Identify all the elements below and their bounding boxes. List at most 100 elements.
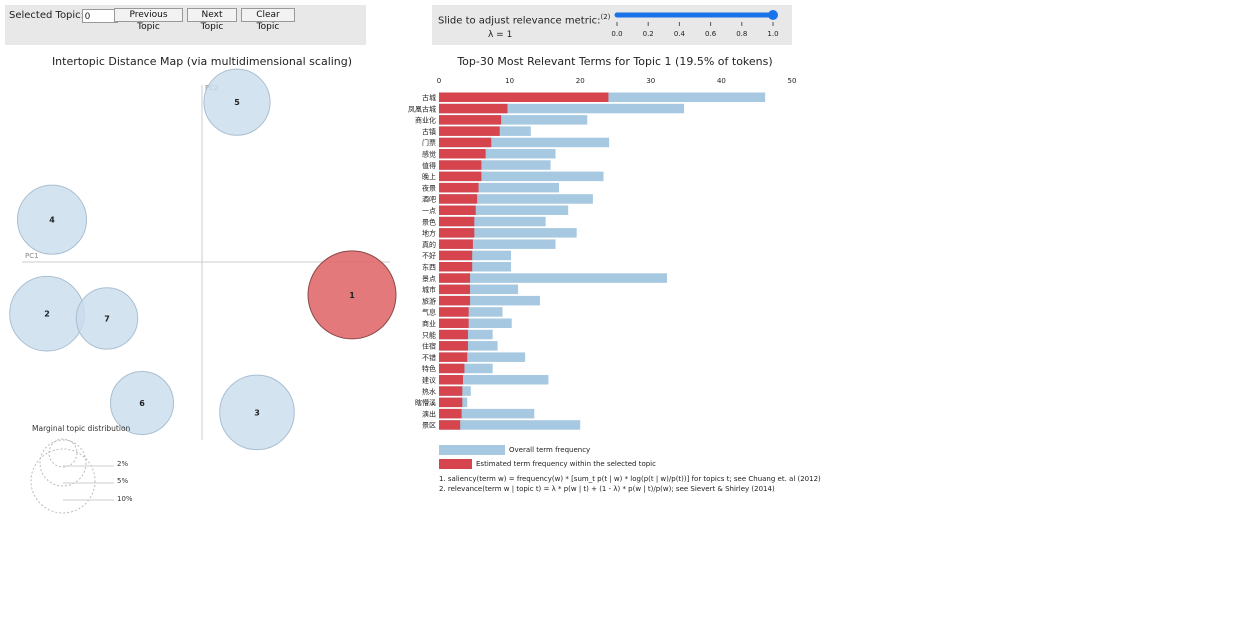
bar-overall-6[interactable] [439,160,551,170]
term-label-23[interactable]: 不错 [422,353,436,362]
bar-overall-2[interactable] [439,115,588,125]
bar-overall-17[interactable] [439,284,519,295]
bar-overall-5[interactable] [439,149,556,159]
term-label-26[interactable]: 热水 [422,387,436,396]
bar-estimated-14[interactable] [439,250,473,261]
term-label-3[interactable]: 古镇 [422,127,436,136]
bar-estimated-17[interactable] [439,284,471,295]
bar-estimated-21[interactable] [439,329,468,340]
bar-estimated-10[interactable] [439,205,476,216]
bar-estimated-1[interactable] [439,103,508,114]
bar-overall-15[interactable] [439,262,512,272]
term-label-20[interactable]: 商业 [422,319,436,328]
bar-overall-10[interactable] [439,205,569,216]
term-label-11[interactable]: 景色 [422,217,436,226]
bar-overall-0[interactable] [439,92,766,103]
bar-estimated-25[interactable] [439,375,464,385]
bar-overall-28[interactable] [439,408,535,419]
bar-estimated-20[interactable] [439,318,469,329]
selected-topic-input[interactable] [82,9,118,23]
bar-estimated-7[interactable] [439,171,482,182]
term-label-7[interactable]: 晚上 [422,172,436,181]
bar-estimated-0[interactable] [439,92,609,103]
clear-topic-button[interactable]: Clear Topic [241,8,295,32]
bar-estimated-8[interactable] [439,182,479,193]
bar-overall-7[interactable] [439,171,604,182]
term-label-25[interactable]: 建议 [422,376,436,385]
bar-overall-12[interactable] [439,228,577,238]
previous-topic-button[interactable]: Previous Topic [114,8,183,32]
term-label-27[interactable]: 瞎懵溪 [415,398,436,407]
term-label-17[interactable]: 城市 [422,285,436,294]
term-label-18[interactable]: 旅游 [422,296,436,305]
topic-bubble-6[interactable] [109,370,175,436]
bar-estimated-4[interactable] [439,137,492,148]
bar-overall-13[interactable] [439,239,556,249]
bar-overall-19[interactable] [439,307,503,317]
bar-estimated-22[interactable] [439,341,468,351]
term-label-29[interactable]: 景区 [422,422,436,430]
bar-estimated-18[interactable] [439,295,471,306]
bar-estimated-2[interactable] [439,115,502,125]
topic-bubble-7[interactable] [75,287,139,350]
term-label-8[interactable]: 夜景 [422,183,436,192]
bar-estimated-28[interactable] [439,408,462,419]
bar-estimated-19[interactable] [439,307,469,317]
term-label-15[interactable]: 东西 [422,263,436,272]
topic-bubble-1[interactable] [307,250,397,340]
bar-overall-24[interactable] [439,363,493,374]
bar-estimated-3[interactable] [439,126,500,136]
bar-estimated-6[interactable] [439,160,482,170]
bar-estimated-23[interactable] [439,352,468,362]
bar-estimated-24[interactable] [439,363,465,374]
next-topic-button[interactable]: Next Topic [187,8,237,32]
bar-overall-21[interactable] [439,329,493,340]
bar-estimated-29[interactable] [439,420,461,430]
term-label-19[interactable]: 气息 [422,308,436,317]
term-label-12[interactable]: 地方 [422,229,436,238]
topic-bubble-5[interactable] [203,68,271,136]
bar-overall-18[interactable] [439,295,540,306]
topic-bubble-3[interactable] [219,374,295,451]
bar-overall-25[interactable] [439,375,549,385]
slider-thumb[interactable] [768,10,778,20]
relevance-slider[interactable]: 0.0 0.2 0.4 0.6 0.8 1.0 [432,5,792,45]
term-label-5[interactable]: 感觉 [422,150,436,159]
bar-overall-3[interactable] [439,126,531,136]
bar-overall-14[interactable] [439,250,512,261]
term-label-0[interactable]: 古城 [422,93,436,102]
term-label-21[interactable]: 只能 [422,330,436,339]
bar-estimated-27[interactable] [439,397,463,408]
bar-estimated-5[interactable] [439,149,486,159]
term-label-6[interactable]: 值得 [422,161,436,170]
bar-estimated-16[interactable] [439,273,471,283]
term-label-22[interactable]: 住宿 [422,342,436,351]
term-label-2[interactable]: 商业化 [415,116,436,125]
term-label-4[interactable]: 门票 [422,138,436,147]
term-label-9[interactable]: 酒吧 [422,196,436,204]
bar-overall-4[interactable] [439,137,610,148]
term-label-16[interactable]: 景点 [422,275,436,283]
bar-estimated-11[interactable] [439,216,475,227]
bar-overall-20[interactable] [439,318,512,329]
bar-estimated-12[interactable] [439,228,475,238]
bar-overall-22[interactable] [439,341,498,351]
bar-estimated-15[interactable] [439,262,473,272]
bar-overall-9[interactable] [439,194,593,204]
bar-estimated-13[interactable] [439,239,473,249]
term-label-28[interactable]: 演出 [422,409,436,418]
term-label-13[interactable]: 真的 [422,240,436,249]
bar-overall-11[interactable] [439,216,546,227]
term-label-1[interactable]: 凤凰古城 [408,104,436,113]
bar-overall-8[interactable] [439,182,560,193]
bar-estimated-26[interactable] [439,386,463,396]
term-label-14[interactable]: 不好 [422,251,436,260]
bar-estimated-9[interactable] [439,194,478,204]
bar-overall-23[interactable] [439,352,526,362]
term-label-24[interactable]: 特色 [422,364,436,373]
bar-overall-16[interactable] [439,273,668,283]
bar-overall-1[interactable] [439,103,684,114]
term-label-10[interactable]: 一点 [422,207,436,215]
bar-overall-29[interactable] [439,420,581,430]
topic-bubble-2[interactable] [9,275,85,352]
